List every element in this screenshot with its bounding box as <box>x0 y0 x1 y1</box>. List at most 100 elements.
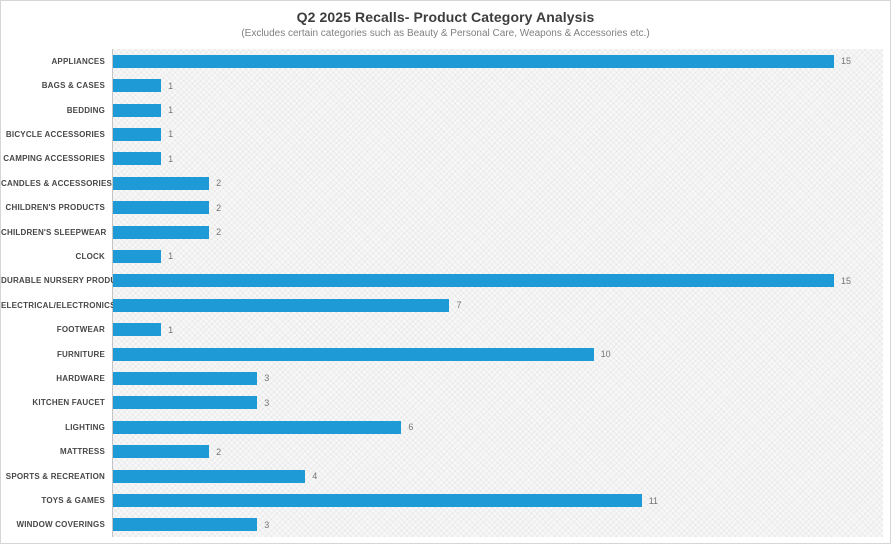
category-label: TOYS & GAMES <box>41 496 105 506</box>
category-label: CAMPING ACCESSORIES <box>3 154 105 164</box>
category-label: CANDLES & ACCESSORIES <box>1 178 113 188</box>
value-label: 3 <box>264 397 270 408</box>
category-label: ELECTRICAL/ELECTRONICS <box>1 300 116 310</box>
category-label: HARDWARE <box>56 373 105 383</box>
category-label: BAGS & CASES <box>41 81 105 91</box>
bar-area: 3 <box>113 366 882 390</box>
category-label: APPLIANCES <box>51 56 105 66</box>
bar-rows: APPLIANCES 15 BAGS & CASES 1 BEDDING 1 BICYCLE… <box>1 49 882 537</box>
value-label: 6 <box>408 422 414 433</box>
value-label: 10 <box>600 349 611 360</box>
chart-subtitle: (Excludes certain categories such as Bea… <box>241 28 650 39</box>
bar-area: 7 <box>113 293 882 317</box>
bar-area: 11 <box>113 488 882 512</box>
value-label: 2 <box>216 202 222 213</box>
bar <box>113 201 210 215</box>
bar-row: FOOTWEAR 1 <box>1 317 882 341</box>
bar <box>113 103 162 117</box>
value-label: 1 <box>168 80 174 91</box>
bar-area: 6 <box>113 415 882 439</box>
category-label: FOOTWEAR <box>56 325 105 335</box>
value-label: 2 <box>216 446 222 457</box>
bar <box>113 298 450 312</box>
bar-area: 3 <box>113 513 882 537</box>
category-label: LIGHTING <box>65 422 105 432</box>
bar-row: BEDDING 1 <box>1 98 882 122</box>
category-label: SPORTS & RECREATION <box>5 471 105 481</box>
bar <box>113 518 258 532</box>
bar <box>113 249 162 263</box>
bar-row: SPORTS & RECREATION 4 <box>1 464 882 488</box>
bar-area: 1 <box>113 244 882 268</box>
category-label: WINDOW COVERINGS <box>16 520 105 530</box>
value-label: 2 <box>216 178 222 189</box>
category-label: KITCHEN FAUCET <box>32 398 105 408</box>
bar <box>113 347 594 361</box>
bar <box>113 469 306 483</box>
value-label: 7 <box>456 300 462 311</box>
bar-area: 10 <box>113 342 882 366</box>
bar-row: CLOCK 1 <box>1 244 882 268</box>
value-label: 1 <box>168 129 174 140</box>
bar-row: LIGHTING 6 <box>1 415 882 439</box>
bar-row: CAMPING ACCESSORIES 1 <box>1 147 882 171</box>
bar-row: ELECTRICAL/ELECTRONICS 7 <box>1 293 882 317</box>
bar <box>113 323 162 337</box>
value-label: 2 <box>216 227 222 238</box>
plot-area-background <box>112 49 883 537</box>
category-label: BEDDING <box>66 105 105 115</box>
bar-row: BAGS & CASES 1 <box>1 73 882 97</box>
category-label: DURABLE NURSERY PRODUCT <box>1 276 128 286</box>
bar-area: 2 <box>113 171 882 195</box>
category-label: FURNITURE <box>56 349 105 359</box>
bar <box>113 494 642 508</box>
category-label: MATTRESS <box>59 447 105 457</box>
bar-row: WINDOW COVERINGS 3 <box>1 513 882 537</box>
bar-area: 1 <box>113 317 882 341</box>
bar-row: KITCHEN FAUCET 3 <box>1 391 882 415</box>
bar-area: 15 <box>113 49 882 73</box>
value-label: 3 <box>264 519 270 530</box>
bar <box>113 445 210 459</box>
bar-area: 1 <box>113 73 882 97</box>
value-label: 11 <box>648 495 659 506</box>
bar-area: 1 <box>113 122 882 146</box>
bar-row: APPLIANCES 15 <box>1 49 882 73</box>
bar <box>113 127 162 141</box>
bar-area: 15 <box>113 269 882 293</box>
value-label: 15 <box>840 275 851 286</box>
bar-area: 2 <box>113 195 882 219</box>
bar <box>113 79 162 93</box>
bar-row: CHILDREN'S PRODUCTS 2 <box>1 195 882 219</box>
bar-row: CHILDREN'S SLEEPWEAR 2 <box>1 220 882 244</box>
bar-row: BICYCLE ACCESSORIES 1 <box>1 122 882 146</box>
value-label: 1 <box>168 153 174 164</box>
bar-row: TOYS & GAMES 11 <box>1 488 882 512</box>
bar-area: 1 <box>113 98 882 122</box>
bar <box>113 274 834 288</box>
value-label: 1 <box>168 251 174 262</box>
category-label: CHILDREN'S SLEEPWEAR <box>1 227 107 237</box>
bar <box>113 396 258 410</box>
bar-area: 2 <box>113 220 882 244</box>
category-label: CLOCK <box>75 251 105 261</box>
bar-area: 2 <box>113 440 882 464</box>
bar <box>113 152 162 166</box>
value-label: 1 <box>168 324 174 335</box>
bar-area: 3 <box>113 391 882 415</box>
bar-row: MATTRESS 2 <box>1 440 882 464</box>
value-label: 1 <box>168 105 174 116</box>
category-label: CHILDREN'S PRODUCTS <box>5 203 105 213</box>
bar-row: HARDWARE 3 <box>1 366 882 390</box>
bar <box>113 420 402 434</box>
value-label: 4 <box>312 471 318 482</box>
bar <box>113 176 210 190</box>
bar-area: 4 <box>113 464 882 488</box>
bar-row: DURABLE NURSERY PRODUCT 15 <box>1 269 882 293</box>
value-label: 15 <box>840 56 851 67</box>
bar-row: FURNITURE 10 <box>1 342 882 366</box>
category-label: BICYCLE ACCESSORIES <box>5 129 105 139</box>
chart-title: Q2 2025 Recalls- Product Category Analys… <box>296 9 595 25</box>
value-label: 3 <box>264 373 270 384</box>
